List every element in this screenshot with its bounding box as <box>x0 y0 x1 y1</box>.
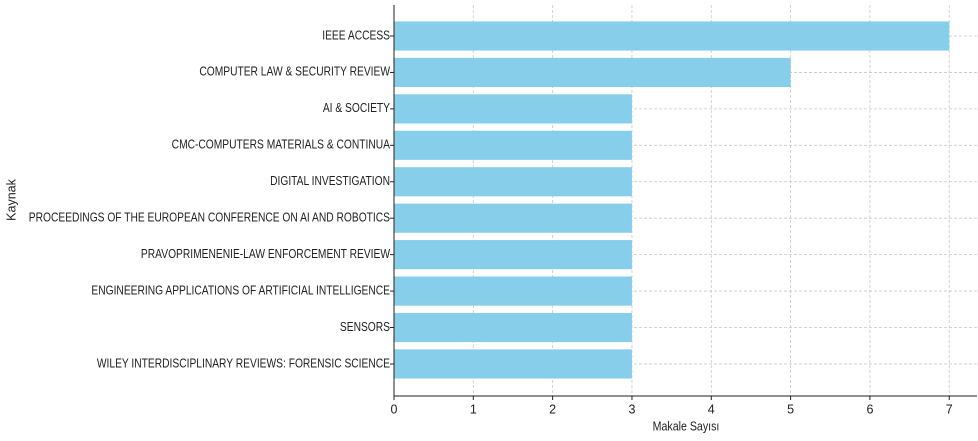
y-tick-label: PRAVOPRIMENENIE-LAW ENFORCEMENT REVIEW <box>141 248 390 261</box>
bar <box>394 167 632 197</box>
x-tick-label: 3 <box>628 402 635 416</box>
x-tick-label: 7 <box>946 402 953 416</box>
y-tick-label: WILEY INTERDISCIPLINARY REVIEWS: FORENSI… <box>97 357 390 370</box>
y-tick-label: ENGINEERING APPLICATIONS OF ARTIFICIAL I… <box>91 285 390 298</box>
y-label-group: IEEE ACCESS <box>322 29 390 42</box>
y-tick-label: AI & SOCIETY <box>323 102 391 115</box>
x-axis-label: Makale Sayısı <box>653 420 720 434</box>
bar <box>394 94 632 124</box>
x-tick-label: 2 <box>549 402 556 416</box>
x-tick-label: 5 <box>787 402 794 416</box>
bar <box>394 276 632 306</box>
x-tick-label: 0 <box>391 402 398 416</box>
y-tick-label: DIGITAL INVESTIGATION <box>270 175 390 188</box>
y-label-group: PROCEEDINGS OF THE EUROPEAN CONFERENCE O… <box>29 212 391 225</box>
y-axis-label: Kaynak <box>4 178 18 220</box>
y-tick-label: CMC-COMPUTERS MATERIALS & CONTINUA <box>172 139 391 152</box>
y-label-group: SENSORS <box>340 321 390 334</box>
y-tick-label: COMPUTER LAW & SECURITY REVIEW <box>199 66 390 79</box>
y-tick-label: PROCEEDINGS OF THE EUROPEAN CONFERENCE O… <box>29 212 391 225</box>
y-label-group: CMC-COMPUTERS MATERIALS & CONTINUA <box>172 139 391 152</box>
bar <box>394 349 632 379</box>
y-label-group: WILEY INTERDISCIPLINARY REVIEWS: FORENSI… <box>97 357 390 370</box>
y-label-group: COMPUTER LAW & SECURITY REVIEW <box>199 66 390 79</box>
x-tick-label: 6 <box>866 402 873 416</box>
y-tick-label: IEEE ACCESS <box>322 29 390 42</box>
bar <box>394 130 632 160</box>
y-label-group: PRAVOPRIMENENIE-LAW ENFORCEMENT REVIEW <box>141 248 390 261</box>
x-tick-label: 1 <box>470 402 477 416</box>
bar <box>394 240 632 270</box>
bar <box>394 21 950 51</box>
y-label-group: AI & SOCIETY <box>323 102 391 115</box>
x-tick-label: 4 <box>708 402 715 416</box>
bar <box>394 203 632 233</box>
y-tick-label: SENSORS <box>340 321 390 334</box>
y-label-group: ENGINEERING APPLICATIONS OF ARTIFICIAL I… <box>91 285 390 298</box>
bar <box>394 57 791 88</box>
y-label-group: DIGITAL INVESTIGATION <box>270 175 390 188</box>
bar <box>394 312 632 343</box>
